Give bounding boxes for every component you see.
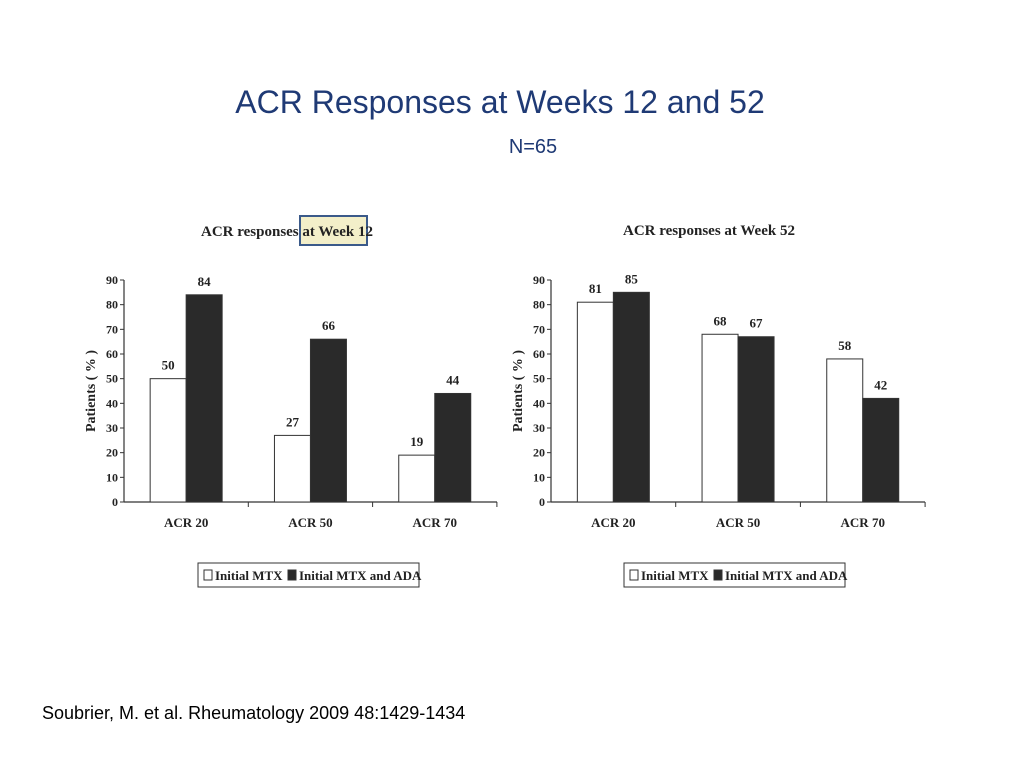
y-tick-label: 80 <box>106 298 118 312</box>
y-tick-label: 20 <box>533 446 545 460</box>
data-label: 42 <box>874 377 887 392</box>
slide-title: ACR Responses at Weeks 12 and 52 <box>235 84 765 120</box>
legend-swatch <box>629 569 639 581</box>
y-tick-label: 70 <box>533 322 545 336</box>
y-tick-label: 60 <box>106 347 118 361</box>
bar <box>309 338 347 503</box>
data-label: 81 <box>589 281 602 296</box>
chart-title: ACR responses at Week 12 <box>201 224 373 240</box>
y-tick-label: 0 <box>539 495 545 509</box>
y-tick-label: 90 <box>106 273 118 287</box>
chart-title-part: ACR responses <box>201 224 302 240</box>
citation: Soubrier, M. et al. Rheumatology 2009 48… <box>42 703 466 723</box>
data-label: 68 <box>714 313 728 328</box>
y-axis-label: Patients ( % ) <box>511 350 526 432</box>
legend-box <box>623 562 846 588</box>
legend-label: Initial MTX <box>641 568 709 583</box>
y-tick-label: 10 <box>106 470 118 484</box>
y-tick-label: 50 <box>533 372 545 386</box>
y-tick-label: 70 <box>106 322 118 336</box>
data-label: 85 <box>625 271 639 286</box>
data-label: 44 <box>446 372 460 387</box>
data-label: 50 <box>162 358 175 373</box>
x-tick-label: ACR 20 <box>591 515 635 530</box>
data-label: 66 <box>322 318 336 333</box>
bar <box>826 358 864 503</box>
legend-label: Initial MTX <box>215 568 283 583</box>
chart-title-part: at Week 12 <box>302 224 373 240</box>
legend-swatch <box>713 569 723 581</box>
y-tick-label: 60 <box>533 347 545 361</box>
x-tick-label: ACR 20 <box>164 515 208 530</box>
title-highlight-box <box>299 215 368 246</box>
bar <box>273 434 311 503</box>
y-axis-label: Patients ( % ) <box>84 350 99 432</box>
y-tick-label: 0 <box>112 495 118 509</box>
bar <box>701 333 739 503</box>
x-tick-label: ACR 50 <box>288 515 332 530</box>
bar <box>737 336 775 503</box>
x-tick-label: ACR 70 <box>413 515 457 530</box>
y-tick-label: 30 <box>533 421 545 435</box>
bar <box>612 291 650 503</box>
bar <box>185 294 223 503</box>
legend-swatch <box>203 569 213 581</box>
data-label: 19 <box>410 434 424 449</box>
x-tick-label: ACR 50 <box>716 515 760 530</box>
y-tick-label: 50 <box>106 372 118 386</box>
legend-label: Initial MTX and ADA <box>725 568 848 583</box>
bar <box>434 392 472 503</box>
legend-box <box>197 562 420 588</box>
data-label: 27 <box>286 414 300 429</box>
chart-title: ACR responses at Week 52 <box>623 223 795 239</box>
legend-label: Initial MTX and ADA <box>299 568 422 583</box>
bar <box>862 397 900 503</box>
y-tick-label: 10 <box>533 470 545 484</box>
y-tick-label: 30 <box>106 421 118 435</box>
data-label: 67 <box>750 316 764 331</box>
data-label: 84 <box>198 274 212 289</box>
y-tick-label: 90 <box>533 273 545 287</box>
data-label: 58 <box>838 338 852 353</box>
y-tick-label: 40 <box>533 396 545 410</box>
y-tick-label: 20 <box>106 446 118 460</box>
slide-subtitle: N=65 <box>508 136 558 158</box>
bar <box>576 301 614 503</box>
legend-swatch <box>287 569 297 581</box>
y-tick-label: 80 <box>533 298 545 312</box>
y-tick-label: 40 <box>106 396 118 410</box>
x-tick-label: ACR 70 <box>841 515 885 530</box>
